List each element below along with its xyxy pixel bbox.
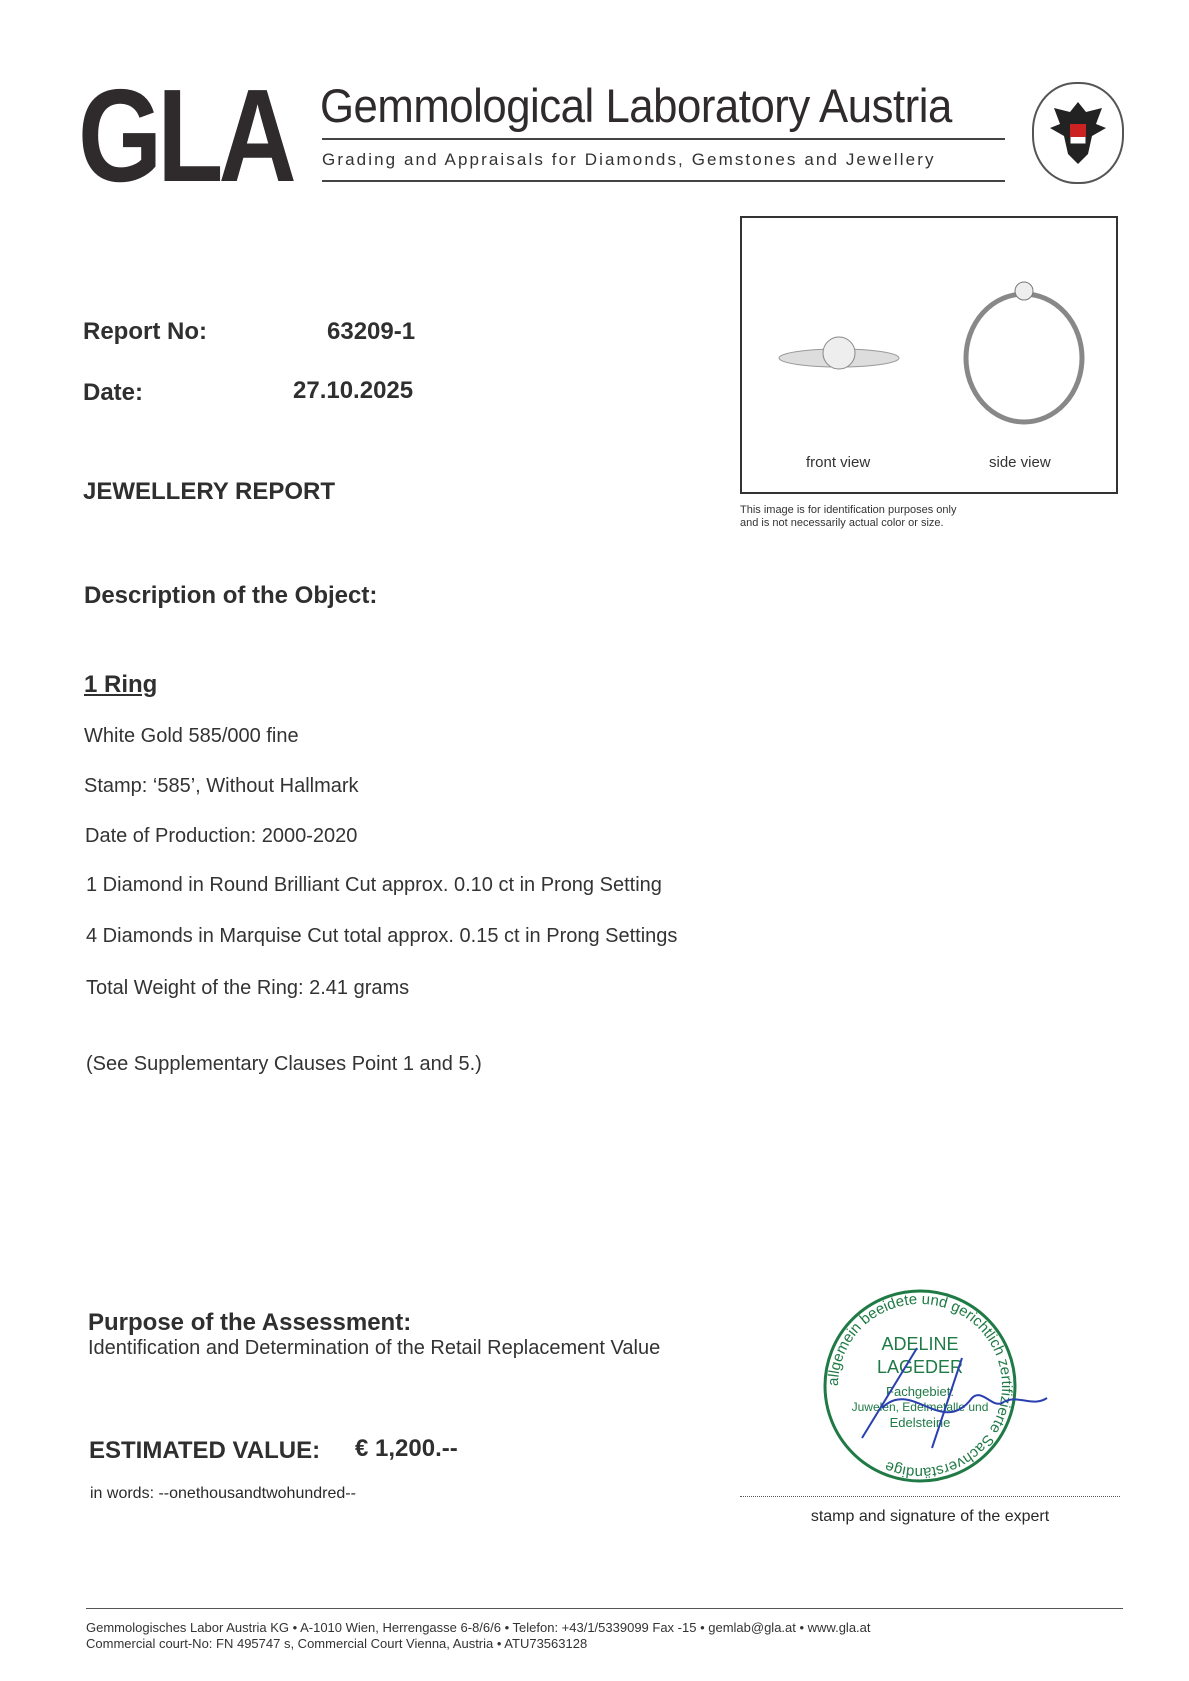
supplementary-note: (See Supplementary Clauses Point 1 and 5… [86, 1053, 482, 1075]
expert-stamp: allgemein beeidete und gerichtlich zerti… [822, 1288, 1048, 1484]
object-title: 1 Ring [84, 671, 158, 698]
footer-line2: Commercial court-No: FN 495747 s, Commer… [86, 1636, 588, 1651]
description-line: White Gold 585/000 fine [84, 725, 299, 747]
date-value: 27.10.2025 [293, 377, 414, 404]
stamp-field2: Edelsteine [889, 1415, 951, 1430]
footer-divider [86, 1608, 1123, 1609]
expert-signature [861, 1347, 1048, 1449]
report-type: JEWELLERY REPORT [83, 478, 336, 505]
ring-photos [778, 281, 1085, 425]
stamp-circle-icon: allgemein beeidete und gerichtlich zerti… [823, 1289, 1017, 1483]
austrian-eagle-seal-icon [1032, 82, 1124, 184]
description-line: Stamp: ‘585’, Without Hallmark [84, 775, 359, 797]
date-label: Date: [83, 379, 144, 406]
divider [322, 138, 1005, 140]
description-line: 4 Diamonds in Marquise Cut total approx.… [86, 925, 678, 947]
report-no-label: Report No: [83, 318, 207, 345]
description-line: Date of Production: 2000-2020 [85, 825, 358, 847]
stamp-name1: ADELINE [881, 1334, 959, 1354]
signature-line [740, 1496, 1120, 1497]
ring-image-box: front view side view [740, 216, 1118, 494]
purpose-heading: Purpose of the Assessment: [88, 1309, 412, 1336]
description-line: 1 Diamond in Round Brilliant Cut approx.… [86, 874, 662, 896]
description-line: Total Weight of the Ring: 2.41 grams [86, 977, 410, 999]
footer-line1: Gemmologisches Labor Austria KG • A-1010… [86, 1620, 871, 1635]
stamp-field-label: Fachgebiet: [886, 1384, 954, 1399]
disclaimer-line: and is not necessarily actual color or s… [740, 517, 944, 529]
gla-logo: GLA [78, 62, 297, 209]
description-heading: Description of the Object: [84, 582, 378, 609]
image-disclaimer: This image is for identification purpose… [740, 504, 956, 530]
value-in-words: in words: --onethousandtwohundred-- [90, 1485, 356, 1502]
ring-side-view-image [963, 281, 1085, 425]
ring-front-view-image [778, 336, 900, 370]
front-view-label: front view [806, 454, 871, 471]
side-view-label: side view [989, 454, 1051, 471]
disclaimer-line: This image is for identification purpose… [740, 504, 957, 516]
estimated-value-label: ESTIMATED VALUE: [89, 1437, 321, 1464]
report-no-value: 63209-1 [327, 318, 416, 345]
purpose-text: Identification and Determination of the … [88, 1337, 661, 1359]
estimated-value: € 1,200.-- [355, 1435, 458, 1462]
lab-title: Gemmological Laboratory Austria [320, 79, 952, 132]
lab-subtitle: Grading and Appraisals for Diamonds, Gem… [322, 150, 936, 169]
divider [322, 180, 1005, 182]
stamp-name2: LAGEDER [876, 1357, 964, 1377]
stamp-caption: stamp and signature of the expert [810, 1508, 1050, 1525]
